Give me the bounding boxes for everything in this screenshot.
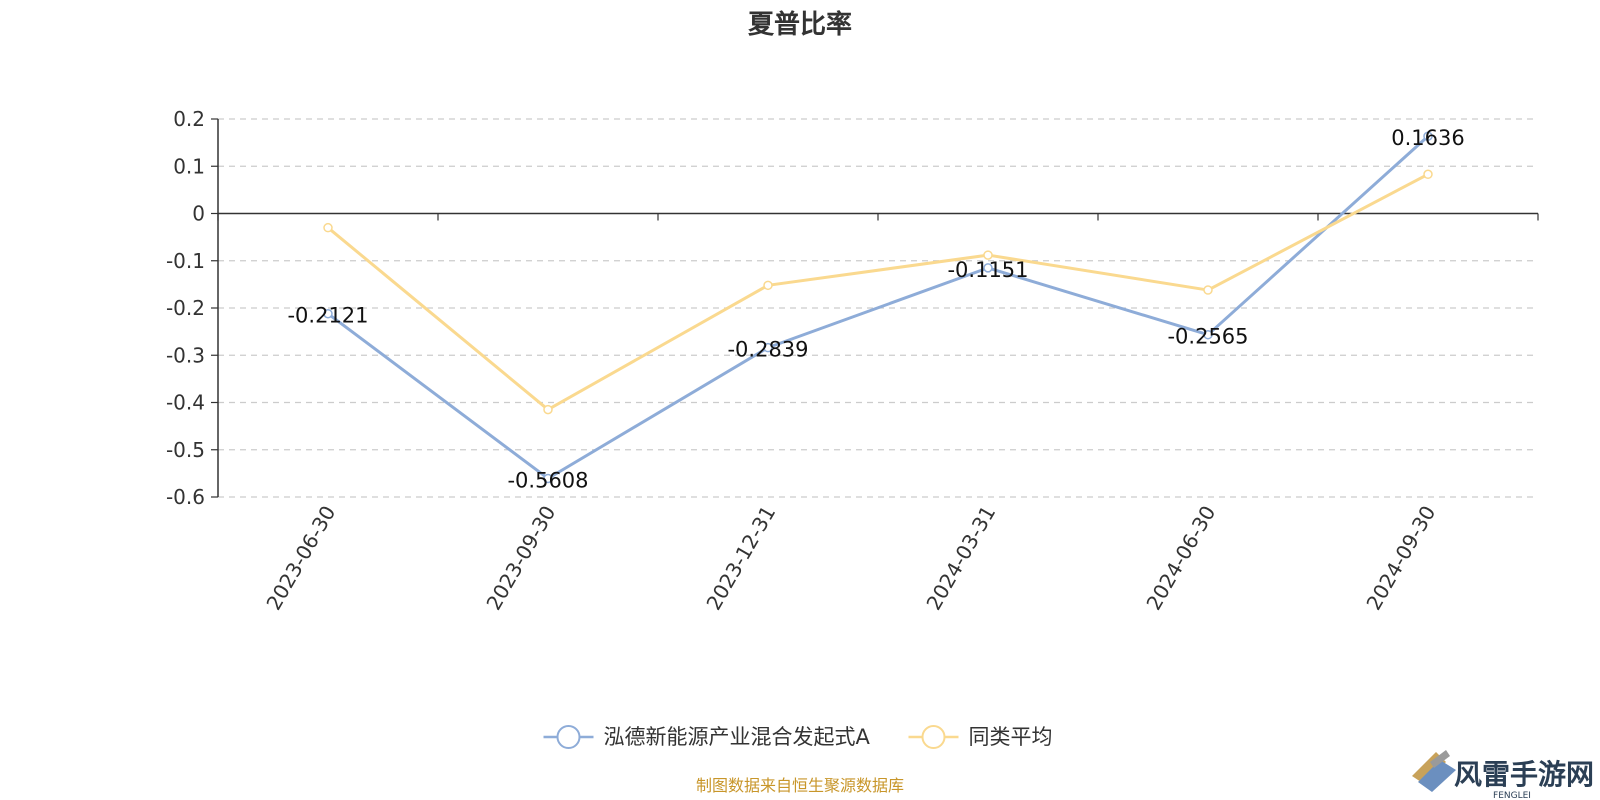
series-line-peer-average <box>327 172 1429 412</box>
data-label: -0.5608 <box>507 468 588 492</box>
y-tick-label: -0.3 <box>166 343 205 367</box>
legend-item-fund[interactable]: 泓德新能源产业混合发起式A <box>543 725 871 749</box>
data-point <box>1203 285 1213 295</box>
y-tick-label: -0.4 <box>166 391 205 415</box>
y-tick-label: 0.1 <box>173 154 205 178</box>
legend-label: 同类平均 <box>969 725 1053 749</box>
y-tick-label: -0.2 <box>166 296 205 320</box>
data-labels: -0.2121 -0.5608 -0.2839 -0.1151 -0.2565 0.163… <box>287 126 1464 492</box>
legend-item-peer-average[interactable]: 同类平均 <box>908 725 1053 749</box>
data-point <box>763 342 773 353</box>
legend-label: 泓德新能源产业混合发起式A <box>604 725 871 749</box>
data-label: -0.2839 <box>727 338 808 362</box>
data-point <box>543 404 553 415</box>
data-point <box>763 280 773 291</box>
data-point <box>323 222 333 233</box>
fenglei-logo-icon <box>1412 750 1456 792</box>
axes: 0.2 0.1 0 -0.1 -0.2 -0.3 -0.4 -0.5 -0.6 2023-06-3… <box>166 107 1539 615</box>
series-line-fund <box>327 135 1430 480</box>
series-lines <box>323 131 1433 484</box>
x-tick-label: 2024-09-30 <box>1361 502 1440 615</box>
legend-circle-icon <box>921 725 946 749</box>
data-label: 0.1636 <box>1391 126 1464 150</box>
data-label: -0.2565 <box>1167 325 1248 349</box>
y-tick-label: -0.5 <box>166 438 205 462</box>
y-tick-label: 0 <box>192 202 205 226</box>
x-tick-label: 2024-03-31 <box>921 502 1000 615</box>
x-tick-label: 2023-09-30 <box>481 502 560 615</box>
legend[interactable]: 泓德新能源产业混合发起式A 同类平均 <box>543 725 1053 749</box>
x-tick-label: 2024-06-30 <box>1141 502 1220 615</box>
watermark-name: 风雷手游网 <box>1454 758 1594 791</box>
x-tick-label: 2023-06-30 <box>261 502 340 615</box>
data-label: -0.2121 <box>287 304 368 328</box>
data-label: -0.1151 <box>947 258 1028 282</box>
source-note: 制图数据来自恒生聚源数据库 <box>696 776 904 795</box>
chart-title: 夏普比率 <box>748 9 852 40</box>
y-tick-label: -0.1 <box>166 249 205 273</box>
data-point <box>983 250 993 260</box>
data-point <box>1423 169 1433 180</box>
data-point <box>1423 131 1433 141</box>
x-tick-label: 2023-12-31 <box>701 502 780 615</box>
data-point <box>543 473 553 484</box>
watermark-logo: 风雷手游网 FENGLEI <box>1412 750 1594 800</box>
y-tick-label: -0.6 <box>166 485 205 509</box>
legend-circle-icon <box>556 725 581 749</box>
grid-lines <box>218 118 1538 498</box>
data-point <box>983 263 993 273</box>
data-point <box>1203 329 1213 340</box>
y-tick-label: 0.2 <box>173 107 205 131</box>
watermark-sub: FENGLEI <box>1493 791 1531 800</box>
data-point <box>323 308 333 319</box>
